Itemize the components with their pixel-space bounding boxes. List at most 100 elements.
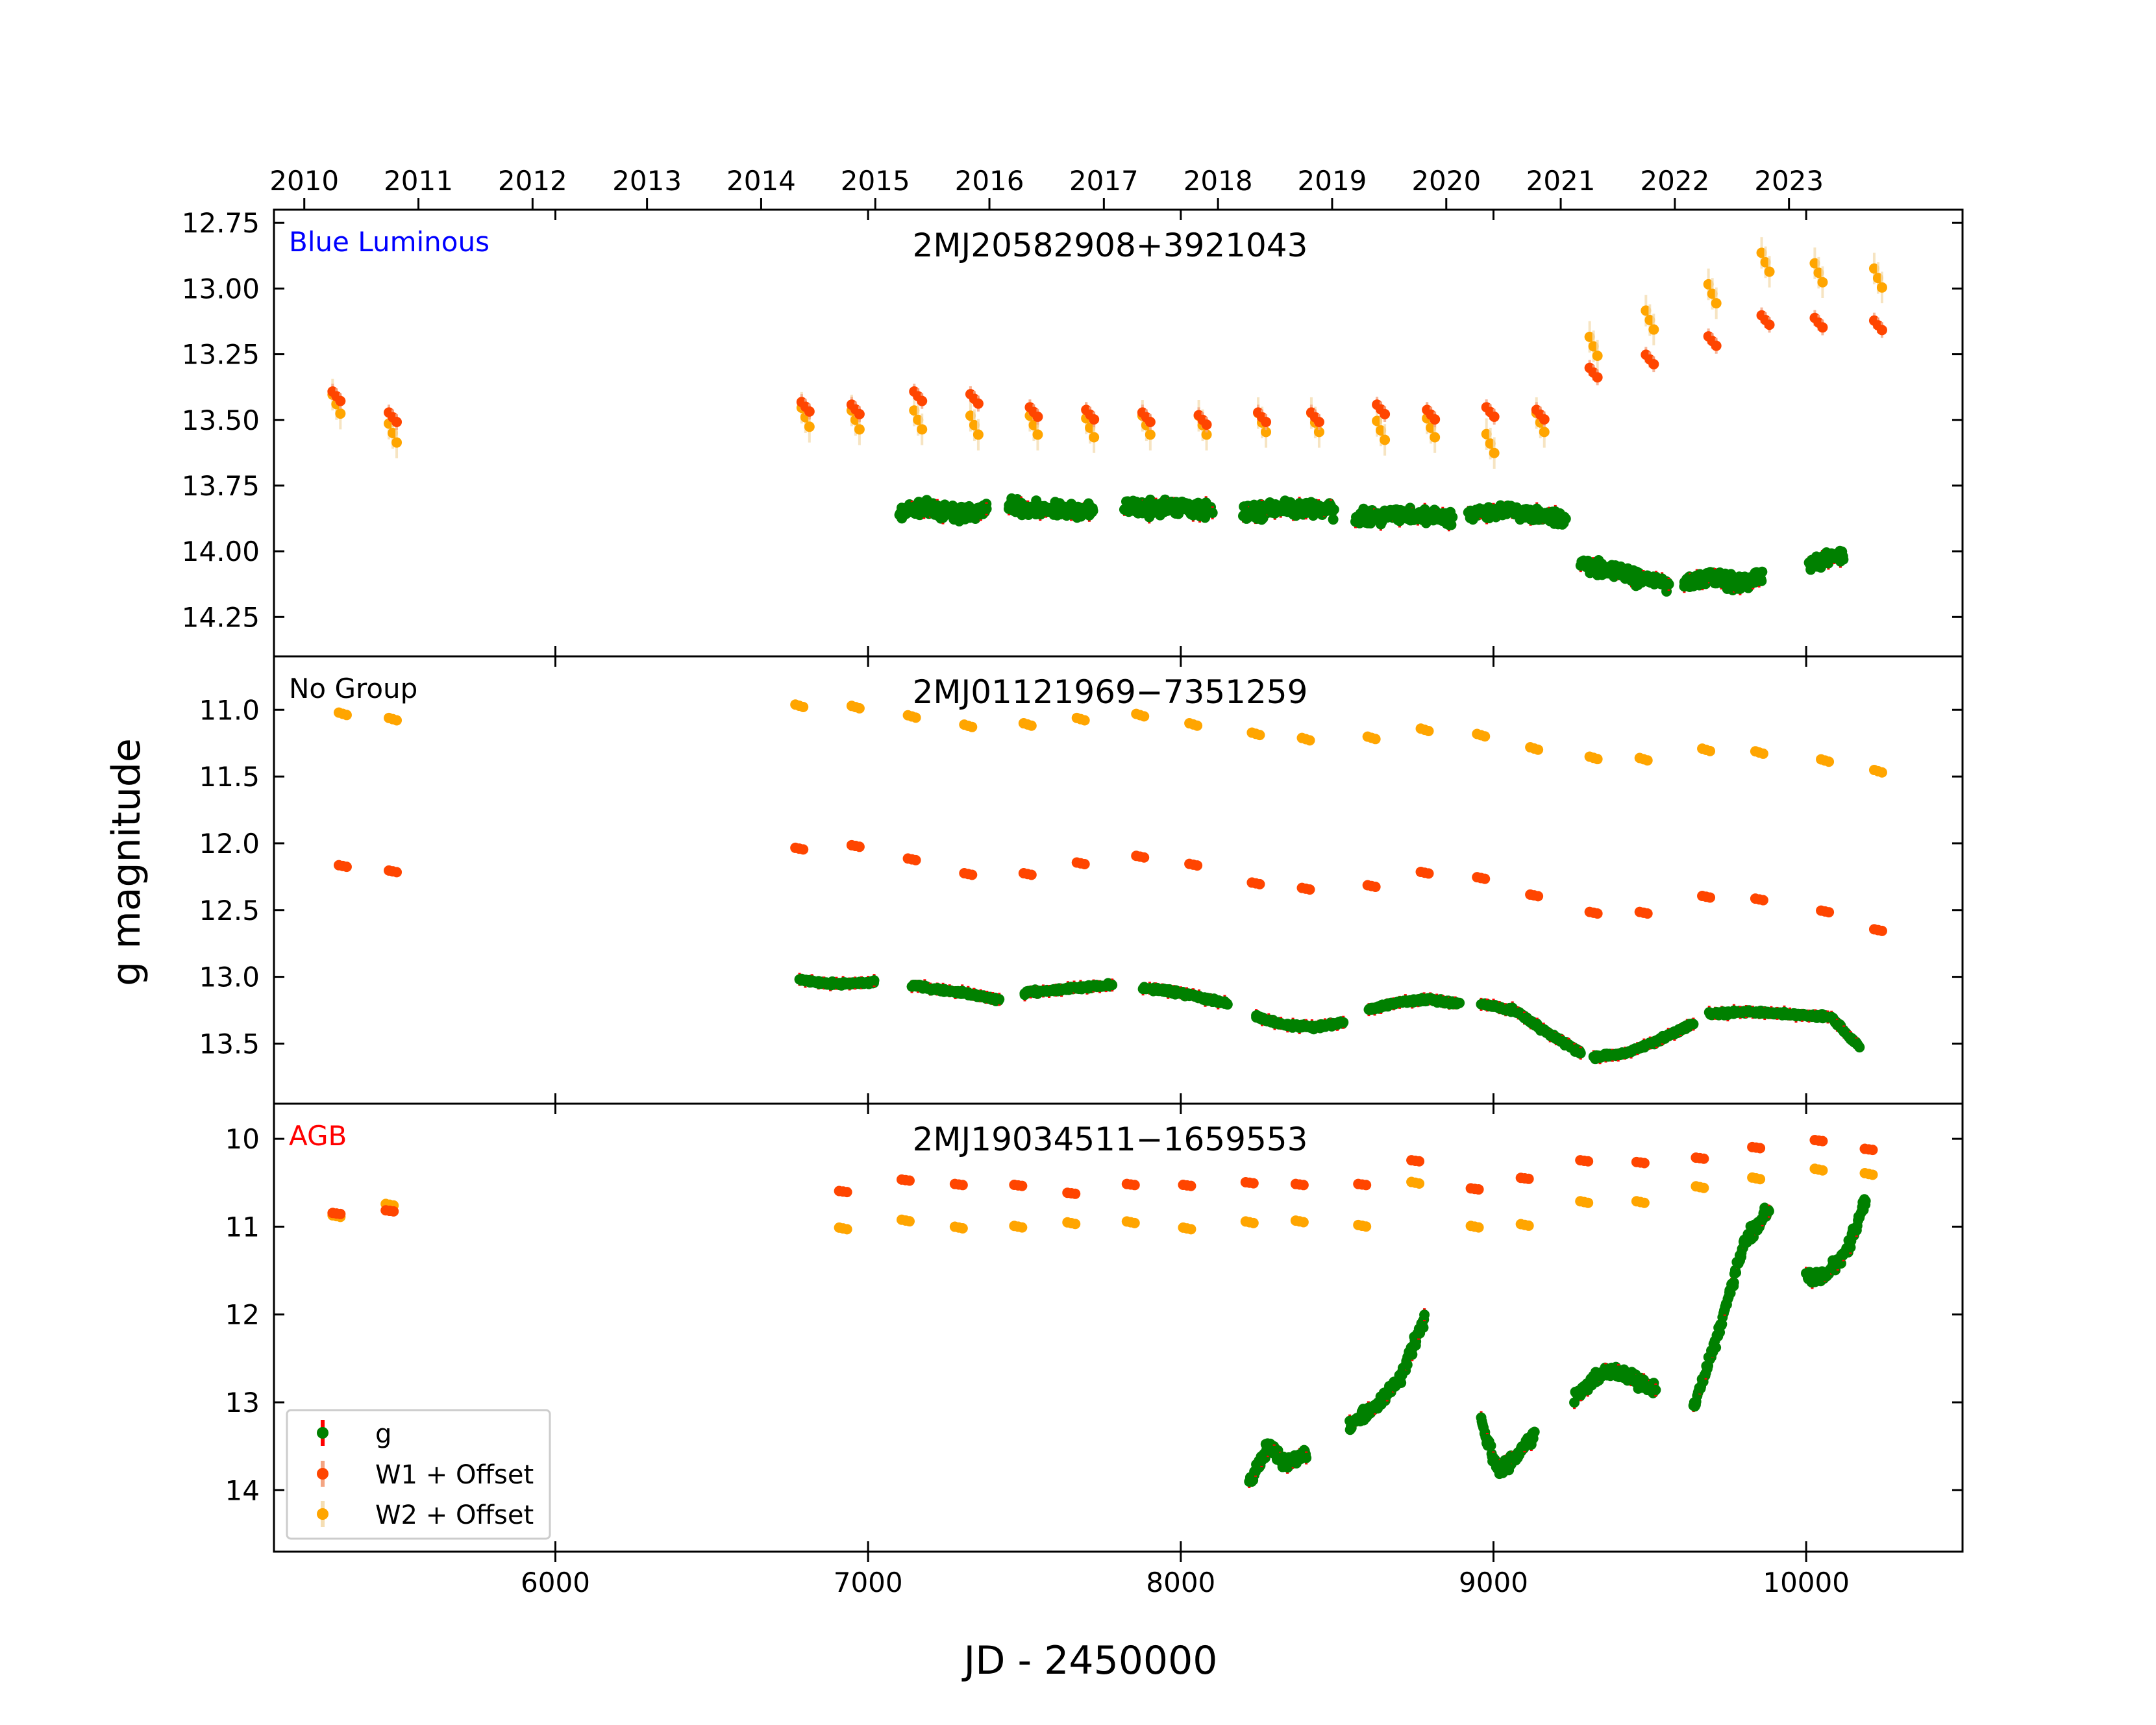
- panel-blue-luminous: 12.75 13.00 13.25 13.50 13.75 14.00 14.25 Blue …: [182, 207, 1964, 658]
- w1-point: [1876, 925, 1887, 936]
- w2-point: [335, 408, 346, 419]
- w2-point: [1026, 720, 1037, 731]
- top-year-axis: 2010 2011 2012 2013 2014 2015 2016 2017 2018 2019…: [269, 165, 1824, 210]
- w2-point: [1254, 730, 1265, 741]
- w2-point: [1201, 429, 1212, 440]
- w2-point: [1430, 432, 1441, 443]
- w2-point: [1523, 1220, 1534, 1231]
- y-tick-label: 13.25: [182, 339, 260, 371]
- w2-point: [1089, 432, 1100, 443]
- g-point: [1447, 512, 1458, 523]
- w2-point: [854, 424, 865, 435]
- w1-point: [1755, 1143, 1766, 1154]
- g-point: [1838, 554, 1849, 565]
- g-point: [1763, 1206, 1774, 1217]
- w1-point: [1705, 892, 1716, 903]
- y-tick-label: 12.5: [199, 895, 260, 926]
- w1-point: [1824, 907, 1835, 918]
- y-tick-label: 14.00: [182, 536, 260, 567]
- w2-point: [1473, 1222, 1484, 1233]
- w1-point: [1414, 1156, 1425, 1167]
- g-point: [1207, 507, 1218, 518]
- y-tick-label: 14: [225, 1474, 260, 1506]
- star-id-title: 2MJ01121969−7351259: [913, 673, 1308, 711]
- w1-point: [841, 1187, 852, 1198]
- w1-point: [1139, 852, 1150, 863]
- year-tick-label: 2020: [1411, 165, 1481, 197]
- w2-point: [1423, 725, 1434, 736]
- w2-point: [1705, 745, 1716, 756]
- w1-point: [341, 862, 352, 873]
- w1-point: [1361, 1180, 1372, 1191]
- y-tick-label: 12.0: [199, 828, 260, 860]
- g-point: [1688, 1019, 1699, 1030]
- x-tick-label: 6000: [521, 1567, 590, 1598]
- x-tick-label: 9000: [1459, 1567, 1528, 1598]
- bottom-x-axis: 6000 7000 8000 9000 10000: [521, 1552, 1850, 1598]
- w1-point: [388, 1206, 399, 1217]
- w1-point: [904, 1175, 915, 1186]
- y-tick-label: 10: [225, 1123, 260, 1155]
- w1-point: [1129, 1180, 1140, 1191]
- w2-point: [1539, 427, 1550, 438]
- y-tick-label: 13: [225, 1387, 260, 1419]
- w1-point: [1473, 1184, 1484, 1195]
- w1-point: [1523, 1173, 1534, 1184]
- w2-point: [1414, 1178, 1425, 1189]
- w2-point: [1876, 767, 1887, 778]
- w2-point: [1592, 754, 1603, 765]
- w1-point: [1489, 411, 1500, 422]
- year-tick-label: 2014: [726, 165, 796, 197]
- w2-point: [957, 1222, 968, 1234]
- w1-point: [1639, 1158, 1650, 1169]
- g-point: [1560, 514, 1571, 525]
- w2-point: [854, 703, 865, 714]
- group-label: No Group: [289, 673, 417, 704]
- w2-point: [804, 421, 815, 432]
- year-tick-label: 2015: [841, 165, 910, 197]
- w1-point: [854, 841, 865, 852]
- w1-point: [1248, 1178, 1259, 1189]
- y-tick-label: 13.75: [182, 470, 260, 502]
- w2-point: [1817, 1165, 1828, 1176]
- w2-point: [1370, 734, 1381, 745]
- w2-point: [917, 424, 928, 435]
- w2-point: [910, 712, 921, 723]
- w1-point: [1711, 340, 1722, 351]
- g-point: [1087, 505, 1098, 516]
- g-point: [1301, 1452, 1312, 1463]
- g-point: [1731, 1267, 1742, 1278]
- w2-point: [1129, 1217, 1140, 1228]
- w2-point: [1642, 755, 1653, 766]
- w1-point: [854, 408, 865, 419]
- w1-point: [1583, 1156, 1594, 1167]
- w1-point: [391, 867, 403, 878]
- w1-point: [957, 1180, 968, 1191]
- legend-label-w1: W1 + Offset: [375, 1460, 534, 1490]
- g-point: [1222, 999, 1233, 1010]
- y-tick-label: 12: [225, 1299, 260, 1331]
- year-tick-label: 2022: [1640, 165, 1709, 197]
- g-point: [1328, 514, 1339, 525]
- w1-point: [1876, 325, 1887, 336]
- w2-point: [1304, 735, 1315, 746]
- w1-point: [1017, 1180, 1028, 1191]
- g-point: [1107, 980, 1118, 991]
- w1-point: [335, 1208, 346, 1219]
- g-point: [981, 503, 992, 514]
- group-label: Blue Luminous: [289, 226, 489, 258]
- year-tick-label: 2018: [1183, 165, 1253, 197]
- w1-point: [391, 417, 403, 428]
- w2-point: [1867, 1169, 1878, 1180]
- w1-point: [1480, 873, 1491, 884]
- w2-point: [1248, 1217, 1259, 1228]
- x-tick-label: 8000: [1146, 1567, 1215, 1598]
- w1-point: [1764, 319, 1775, 330]
- w2-point: [391, 437, 403, 448]
- x-axis-label: JD - 2450000: [961, 1638, 1218, 1683]
- w1-point: [335, 395, 346, 406]
- w2-point: [1755, 1174, 1766, 1185]
- w1-point: [1298, 1180, 1309, 1191]
- w1-point: [1430, 414, 1441, 425]
- w2-point: [1192, 720, 1203, 731]
